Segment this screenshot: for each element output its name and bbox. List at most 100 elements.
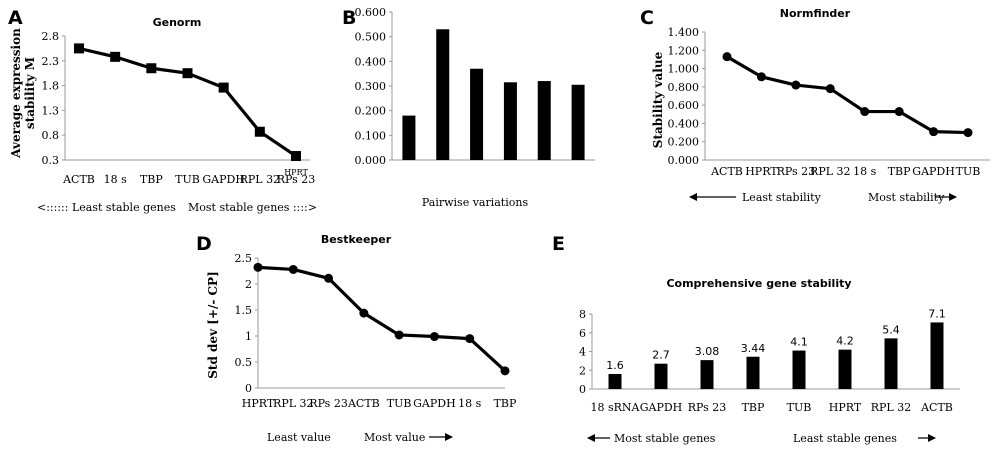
- chart-a-xtick-label: TUB: [175, 173, 200, 186]
- chart-e-xtick-label: ACTB: [920, 401, 953, 414]
- chart-a-point: [218, 82, 229, 93]
- chart-d-xtick-label: ACTB: [347, 397, 380, 410]
- chart-b-bar: [436, 29, 450, 161]
- chart-a-point: [74, 43, 84, 54]
- chart-a-ytick-label: 0.8: [42, 129, 60, 142]
- panel-label-a: A: [8, 7, 23, 29]
- chart-d-note-left: Least value: [267, 431, 331, 444]
- chart-d-title: Bestkeeper: [321, 233, 392, 246]
- chart-c-note-right: Most stability: [868, 191, 945, 204]
- chart-d-point: [394, 330, 404, 340]
- chart-c-point: [825, 84, 835, 94]
- chart-a-title: Genorm: [153, 16, 202, 29]
- chart-d-point: [465, 334, 475, 344]
- chart-e-ytick-label: 4: [579, 346, 586, 359]
- chart-c-ytick-label: 1.200: [668, 44, 700, 57]
- chart-e-bar: [838, 349, 852, 389]
- chart-d-point: [429, 332, 439, 342]
- panel-label-c: C: [640, 7, 654, 29]
- chart-a-xtick-label: RPL 32: [240, 173, 280, 186]
- chart-e-xtick-label: GAPDH: [640, 401, 683, 414]
- chart-a-ytick-label: 2.3: [42, 55, 60, 68]
- chart-d-point: [359, 308, 369, 318]
- chart-e-xtick-label: RPs 23: [688, 401, 727, 414]
- chart-d-series-line: [257, 265, 507, 373]
- chart-d-note-right: Most value: [364, 431, 425, 444]
- chart-e-comprehensive: Comprehensive gene stability Most stable…: [579, 277, 960, 445]
- chart-b-ytick-label: 0.000: [355, 154, 387, 167]
- chart-c-point: [791, 80, 801, 90]
- chart-c-ytick-label: 0.600: [668, 99, 700, 112]
- chart-b-ytick-label: 0.300: [355, 80, 387, 93]
- chart-a-xtick-label: TBP: [140, 173, 163, 186]
- chart-b-bar: [503, 82, 517, 160]
- chart-a-note-right: Most stable genes ::::>: [188, 201, 317, 214]
- chart-c-series-line: [726, 55, 969, 135]
- chart-c-ytick-label: 1.400: [668, 26, 700, 39]
- chart-d-point: [324, 273, 334, 283]
- chart-e-bar: [930, 322, 944, 389]
- chart-e-xtick-label: HPRT: [829, 401, 862, 414]
- chart-b-ytick-label: 0.600: [355, 6, 387, 19]
- chart-e-data-label: 2.7: [652, 349, 670, 362]
- chart-c-xtick-label: RPL 32: [810, 165, 850, 178]
- chart-c-note-left: Least stability: [742, 191, 822, 204]
- chart-d-xtick-label: GAPDH: [413, 397, 456, 410]
- chart-e-ytick-label: 8: [579, 308, 586, 321]
- chart-e-bar: [700, 360, 714, 389]
- chart-b-bar: [470, 68, 484, 160]
- chart-a-point: [254, 126, 265, 137]
- chart-e-bar: [654, 363, 668, 389]
- chart-b-ytick-label: 0.100: [355, 129, 387, 142]
- chart-d-xtick-label: TUB: [387, 397, 412, 410]
- chart-c-ytick-label: 1.000: [668, 63, 700, 76]
- chart-d-point: [253, 262, 263, 272]
- chart-e-note-right: Least stable genes: [793, 432, 897, 445]
- chart-d-ytick-label: 1: [245, 330, 252, 343]
- panel-label-b: B: [342, 7, 356, 29]
- chart-c-xtick-label: 18 s: [853, 165, 876, 178]
- chart-b-ytick-label: 0.400: [355, 55, 387, 68]
- chart-c-xtick-label: GAPDH: [912, 165, 955, 178]
- chart-e-data-label: 4.1: [790, 336, 808, 349]
- chart-d-ylabel: Std dev [+/- CP]: [206, 271, 220, 378]
- chart-c-point: [963, 128, 973, 138]
- chart-e-ytick-label: 2: [579, 364, 586, 377]
- chart-d-ytick-label: 0: [245, 382, 252, 395]
- chart-e-xtick-label: 18 sRNA: [591, 401, 641, 414]
- chart-d-ytick-label: 2: [245, 278, 252, 291]
- chart-e-ytick-label: 0: [579, 383, 586, 396]
- chart-b-ytick-label: 0.200: [355, 105, 387, 118]
- chart-c-title: Normfinder: [780, 7, 851, 20]
- chart-e-title: Comprehensive gene stability: [666, 277, 851, 290]
- chart-d-xtick-label: RPL 32: [273, 397, 313, 410]
- chart-a-point: [291, 151, 301, 162]
- chart-a-point: [110, 51, 121, 62]
- chart-b-bar: [402, 115, 416, 160]
- chart-c-ytick-label: 0.400: [668, 117, 700, 130]
- chart-a-xtick-label: 18 s: [104, 173, 127, 186]
- chart-b-bar: [537, 81, 551, 160]
- panel-label-d: D: [196, 233, 212, 255]
- chart-d-ytick-label: 2.5: [235, 252, 253, 265]
- panel-label-e: E: [552, 233, 565, 255]
- chart-a-point: [146, 63, 157, 74]
- chart-c-point: [894, 107, 904, 117]
- chart-b-bar: [571, 84, 585, 160]
- chart-a-genorm: Genorm Average expression stability M HP…: [9, 16, 317, 214]
- chart-d-xtick-label: 18 s: [458, 397, 481, 410]
- chart-c-point: [756, 72, 766, 82]
- chart-a-series-line: [78, 46, 297, 158]
- chart-c-ylabel: Stability value: [651, 51, 665, 148]
- chart-c-normfinder: Normfinder Stability value Least stabili…: [651, 7, 990, 204]
- chart-a-extra-label: HPRT: [284, 168, 308, 177]
- chart-e-xtick-label: RPL 32: [871, 401, 911, 414]
- chart-a-point: [182, 68, 193, 79]
- chart-a-note-left: <:::::: Least stable genes: [37, 201, 176, 214]
- chart-a-ylabel-line2: stability M: [23, 57, 37, 129]
- chart-c-point: [860, 107, 870, 117]
- chart-c-point: [929, 127, 939, 137]
- chart-c-ytick-label: 0.000: [668, 154, 700, 167]
- chart-c-xtick-label: TBP: [888, 165, 911, 178]
- chart-e-ytick-label: 6: [579, 327, 586, 340]
